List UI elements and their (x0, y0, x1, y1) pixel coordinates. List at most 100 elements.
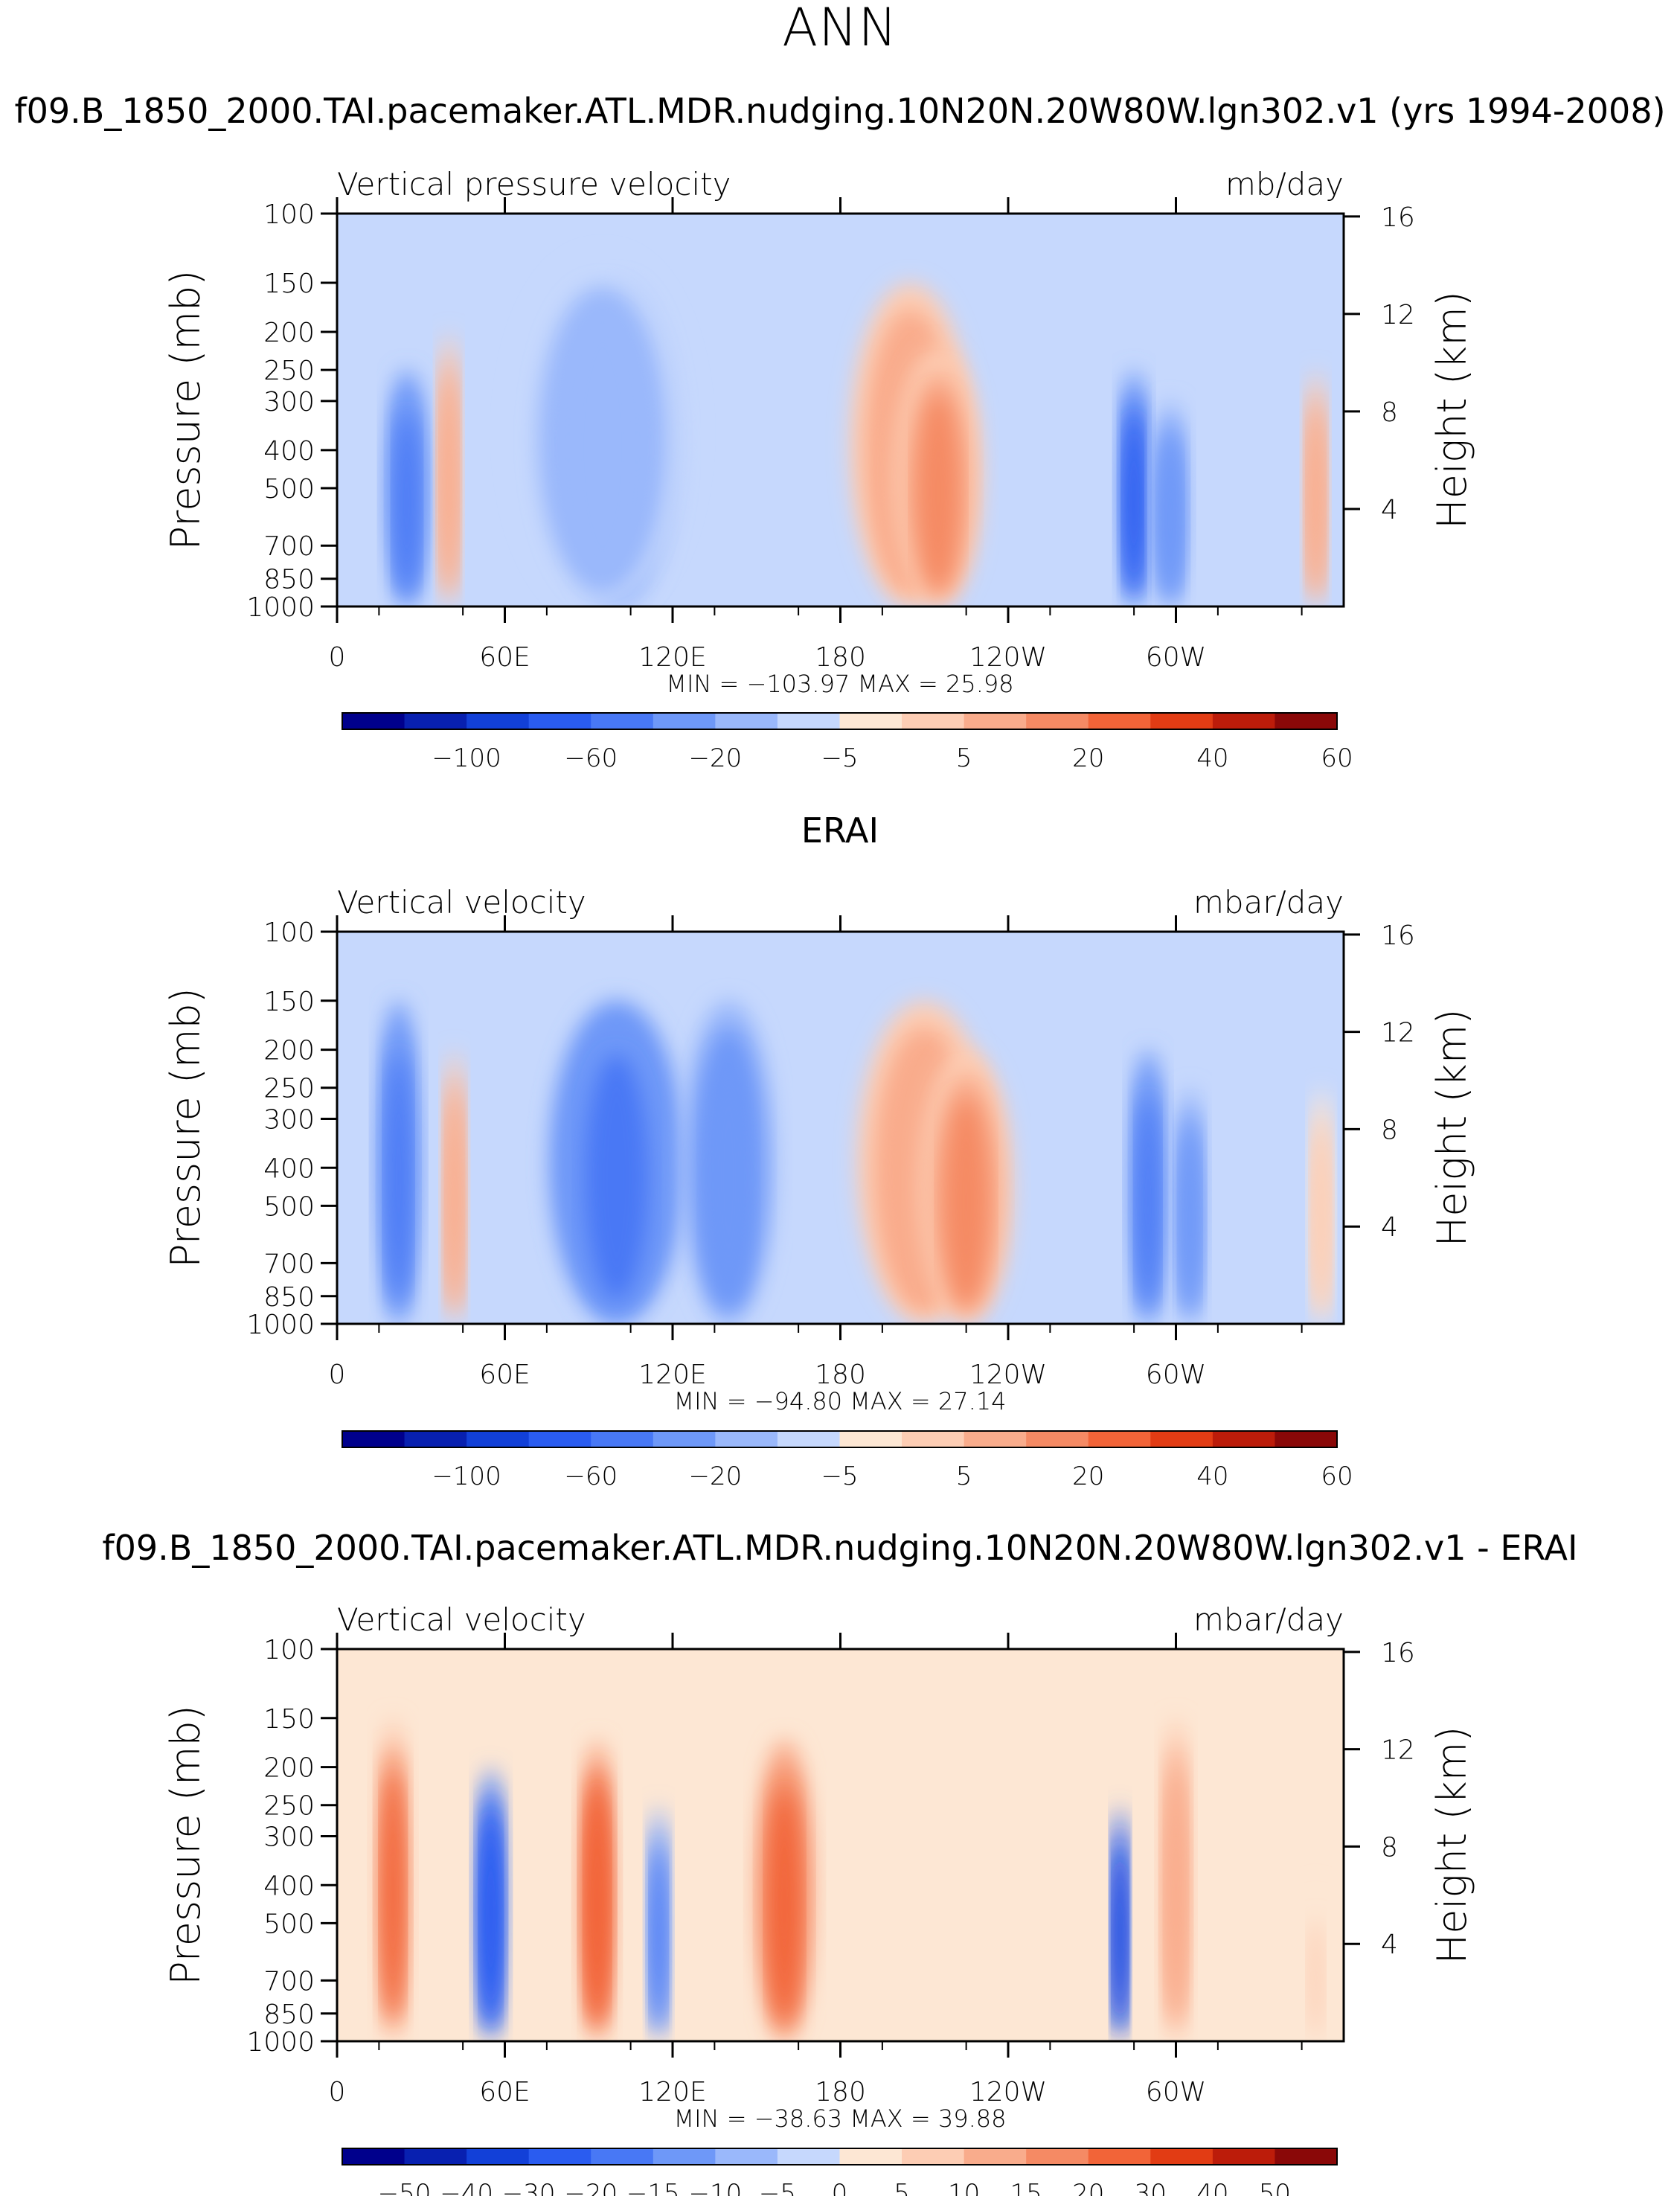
colorbar-swatch (715, 1431, 778, 1447)
min-max-stats: MIN = −94.80 MAX = 27.14 (674, 1387, 1007, 1415)
colorbar-swatch (653, 713, 716, 729)
chart-title: ERAI (801, 810, 879, 851)
colorbar-swatch (715, 713, 778, 729)
x-tick-label: 60E (479, 642, 530, 673)
chart-panel-3: f09.B_1850_2000.TAI.pacemaker.ATL.MDR.nu… (102, 1528, 1577, 2196)
contour-feature (1308, 413, 1324, 593)
colorbar-swatch (1150, 1431, 1213, 1447)
field-background (337, 214, 1344, 606)
contour-feature (561, 315, 644, 580)
colorbar-label: −40 (440, 2179, 493, 2196)
colorbar-label: −20 (688, 1462, 742, 1491)
colorbar-swatch (1026, 1431, 1089, 1447)
y-tick-label: 100 (263, 199, 315, 230)
colorbar-swatch (342, 2148, 405, 2165)
colorbar-swatch (1275, 1431, 1338, 1447)
x-tick-label: 120W (969, 642, 1047, 673)
colorbar-swatch (404, 2148, 467, 2165)
colorbar-swatch (839, 2148, 902, 2165)
colorbar-label: −10 (688, 2179, 742, 2196)
contour-field (337, 214, 1344, 606)
colorbar-swatch (1026, 2148, 1089, 2165)
colorbar-swatch (777, 1431, 840, 1447)
contour-feature (651, 1848, 667, 2028)
y2-tick-label: 8 (1381, 1832, 1398, 1863)
colorbar-swatch (902, 1431, 965, 1447)
colorbar-swatch (839, 1431, 902, 1447)
colorbar-label: −20 (564, 2179, 618, 2196)
y-tick-label: 400 (263, 1871, 315, 1901)
contour-feature (446, 1097, 462, 1306)
colorbar-label: 10 (948, 2179, 980, 2196)
contour-feature (481, 1814, 501, 2023)
colorbar-swatch (964, 2148, 1027, 2165)
colorbar-label: 20 (1072, 2179, 1104, 2196)
colorbar-label: 5 (894, 2179, 910, 2196)
colorbar-swatch (404, 1431, 467, 1447)
x-tick-label: 60W (1146, 642, 1206, 673)
contour-field (337, 1649, 1344, 2041)
contour-feature (1180, 1130, 1199, 1310)
colorbar-swatch (964, 1431, 1027, 1447)
colorbar-swatch (1212, 2148, 1275, 2165)
colorbar-label: 60 (1321, 1462, 1353, 1491)
contour-feature (916, 394, 961, 591)
contour-feature (1137, 1097, 1159, 1306)
y2-tick-label: 8 (1381, 397, 1398, 428)
y-tick-label: 200 (263, 1036, 315, 1066)
colorbar-swatch (591, 1431, 654, 1447)
contour-feature (943, 1097, 990, 1306)
colorbar-label: −15 (626, 2179, 680, 2196)
y-tick-label: 850 (263, 1282, 315, 1313)
colorbar-swatch (1150, 2148, 1213, 2165)
colorbar-swatch (591, 2148, 654, 2165)
page-title: ANN (782, 0, 898, 58)
field-label: Vertical velocity (337, 1601, 586, 1638)
y2-tick-label: 12 (1381, 1735, 1415, 1766)
chart-title: f09.B_1850_2000.TAI.pacemaker.ATL.MDR.nu… (14, 91, 1665, 131)
min-max-stats: MIN = −38.63 MAX = 39.88 (674, 2104, 1007, 2133)
y-tick-label: 700 (263, 1966, 315, 1997)
y-tick-label: 150 (263, 1704, 315, 1735)
contour-feature (1124, 413, 1144, 593)
colorbar-swatch (1275, 2148, 1338, 2165)
colorbar-swatch (1212, 1431, 1275, 1447)
x-tick-label: 120E (638, 1360, 706, 1390)
y2-tick-label: 16 (1381, 1638, 1415, 1668)
contour-field (337, 932, 1344, 1324)
chart-panel-1: f09.B_1850_2000.TAI.pacemaker.ATL.MDR.nu… (14, 91, 1665, 773)
colorbar-swatch (1088, 2148, 1151, 2165)
field-label: Vertical velocity (337, 884, 586, 921)
x-tick-label: 60E (479, 2077, 530, 2107)
colorbar-swatch (1026, 713, 1089, 729)
colorbar-swatch (1212, 713, 1275, 729)
x-tick-label: 60W (1146, 1360, 1206, 1390)
colorbar-label: 40 (1196, 1462, 1228, 1491)
colorbar-swatch (467, 2148, 530, 2165)
y-tick-label: 100 (263, 918, 315, 948)
contour-feature (705, 1054, 751, 1300)
units-label: mbar/day (1193, 1601, 1344, 1638)
colorbar-frame (342, 712, 1338, 730)
x-tick-label: 120W (969, 2077, 1047, 2107)
y-tick-label: 250 (263, 356, 315, 386)
colorbar-label: −5 (821, 743, 858, 773)
colorbar-swatch (902, 2148, 965, 2165)
contour-feature (1166, 1771, 1186, 2017)
y-tick-label: 400 (263, 436, 315, 467)
y-axis-label: Pressure (mb) (162, 270, 209, 551)
y-tick-label: 500 (263, 1909, 315, 1939)
y-tick-label: 300 (263, 1104, 315, 1135)
colorbar-swatch (1088, 713, 1151, 729)
contour-feature (386, 1054, 411, 1300)
x-tick-label: 0 (329, 2077, 346, 2107)
colorbar-swatch (777, 2148, 840, 2165)
contour-feature (1159, 441, 1182, 597)
colorbar-swatch (777, 713, 840, 729)
contour-feature (395, 413, 419, 593)
colorbar-label: −60 (564, 1462, 618, 1491)
colorbar-frame (342, 1430, 1338, 1448)
colorbar-label: 15 (1010, 2179, 1042, 2196)
y-tick-label: 700 (263, 531, 315, 562)
